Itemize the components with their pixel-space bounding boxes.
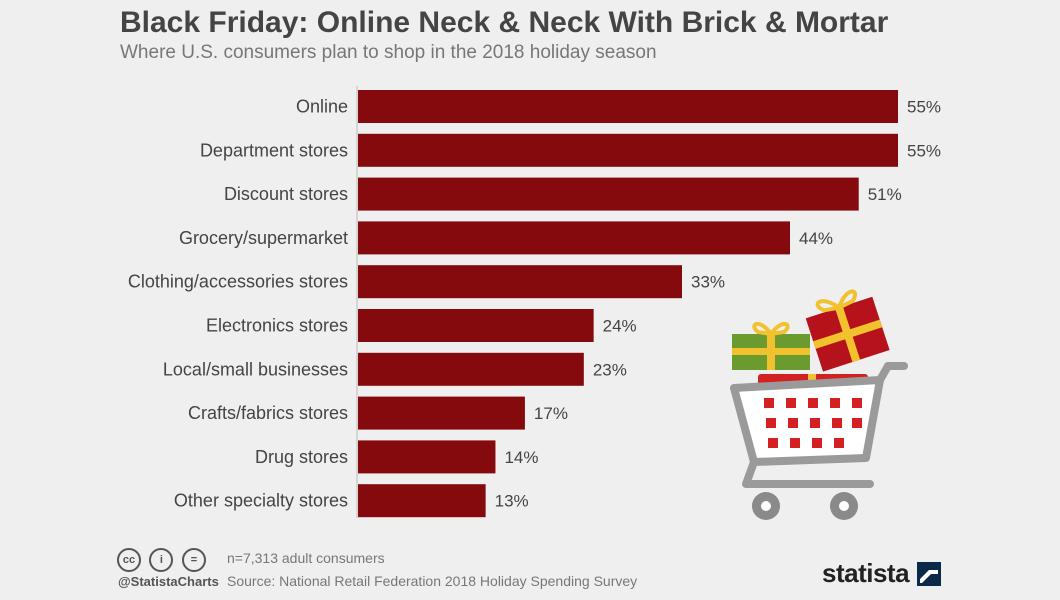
value-label: 17% [534, 404, 568, 423]
category-label: Department stores [200, 140, 348, 160]
value-label: 23% [593, 360, 627, 379]
no-derivatives-icon: = [181, 548, 206, 572]
category-label: Other specialty stores [174, 491, 348, 511]
category-label: Electronics stores [206, 316, 348, 336]
bar [358, 90, 898, 123]
category-label: Online [296, 97, 348, 117]
shopping-cart-with-gifts-icon [730, 289, 908, 520]
chart-title: Black Friday: Online Neck & Neck With Br… [120, 6, 889, 39]
attribution-icon: i [149, 548, 174, 572]
value-label: 14% [504, 448, 538, 467]
brand-logo: statista [822, 558, 910, 588]
value-label: 55% [907, 141, 941, 160]
category-label: Discount stores [224, 184, 348, 204]
bar [358, 352, 584, 386]
value-label: 13% [495, 492, 529, 511]
bar [358, 265, 682, 299]
social-handle: @StatistaCharts [118, 574, 219, 589]
statista-logo-icon [917, 562, 941, 586]
value-label: 51% [868, 185, 902, 204]
cc-icon: cc [117, 548, 141, 572]
category-label: Crafts/fabrics stores [188, 403, 348, 423]
bar [358, 133, 898, 167]
license-icons: cc i = [117, 548, 210, 572]
bar [358, 221, 790, 255]
value-label: 44% [799, 229, 833, 248]
category-label: Drug stores [255, 447, 348, 467]
bar-chart: Online 55% Department stores 55% Discount st… [128, 86, 941, 518]
bars-group: Online 55% Department stores 55% Discount st… [128, 90, 941, 518]
value-label: 24% [603, 317, 637, 336]
bar [358, 440, 496, 474]
bar [358, 484, 486, 518]
green-gift-icon [732, 322, 810, 370]
bar [358, 396, 525, 430]
red-gift-icon [805, 289, 890, 372]
value-label: 33% [691, 273, 725, 292]
cart-basket-icon [730, 362, 908, 520]
category-label: Local/small businesses [163, 359, 348, 379]
chart-subtitle: Where U.S. consumers plan to shop in the… [120, 42, 657, 63]
bar [358, 309, 594, 342]
bar [358, 177, 859, 211]
sample-note: n=7,313 adult consumers [227, 550, 385, 566]
source-note: Source: National Retail Federation 2018 … [227, 573, 638, 589]
category-label: Clothing/accessories stores [128, 272, 348, 292]
value-label: 55% [907, 98, 941, 117]
category-label: Grocery/supermarket [179, 228, 348, 248]
